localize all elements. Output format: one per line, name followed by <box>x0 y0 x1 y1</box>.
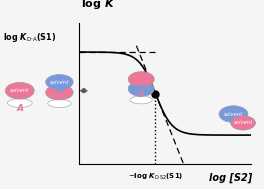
Text: log [S2]: log [S2] <box>209 172 253 183</box>
Text: D: D <box>138 90 144 99</box>
Text: A: A <box>138 75 144 84</box>
Text: solvent: solvent <box>224 112 243 117</box>
Text: H: H <box>138 84 145 93</box>
Text: $-$log $\bfit{K}$$_{\mathsf{D{\cdot}S2}}$(S1): $-$log $\bfit{K}$$_{\mathsf{D{\cdot}S2}}… <box>128 172 183 182</box>
Text: solvent: solvent <box>233 120 253 125</box>
Text: log $\bfit{K}$$_{\mathsf{D{\cdot}A}}$(S1): log $\bfit{K}$$_{\mathsf{D{\cdot}A}}$(S1… <box>3 31 56 44</box>
Text: solvent: solvent <box>10 88 29 93</box>
Text: H: H <box>56 88 63 97</box>
Text: solvent: solvent <box>50 80 69 85</box>
Text: A: A <box>16 104 23 113</box>
Text: log $\bfit{K}$: log $\bfit{K}$ <box>81 0 116 11</box>
Text: D: D <box>56 92 63 101</box>
